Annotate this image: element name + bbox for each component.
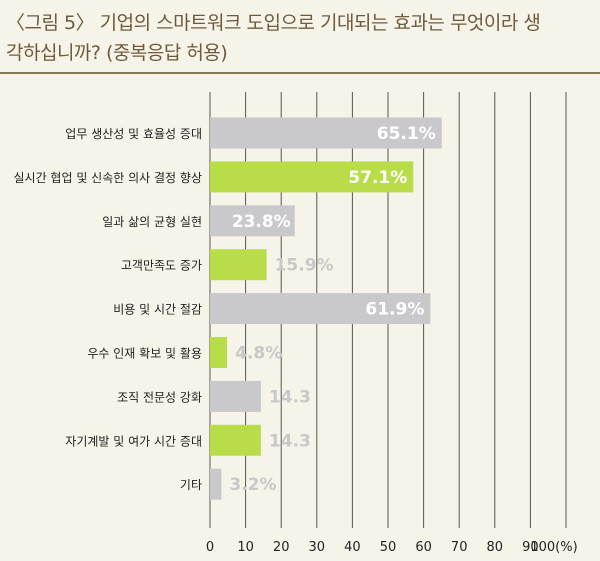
- x-tick-label: 0: [206, 540, 214, 555]
- bar: [210, 380, 261, 412]
- x-tick-label: 10: [237, 540, 254, 555]
- bar: [210, 293, 431, 325]
- value-label: 14.3: [269, 387, 311, 407]
- category-label: 실시간 협업 및 신속한 의사 결정 향상: [14, 171, 203, 185]
- bar: [210, 337, 228, 368]
- x-tick-label: 90: [522, 540, 539, 555]
- category-label: 일과 삶의 균형 실현: [102, 215, 202, 229]
- x-tick-label: 40: [344, 540, 361, 555]
- bar: [210, 424, 261, 456]
- value-label: 57.1%: [348, 168, 407, 188]
- category-label: 자기계발 및 여가 시간 증대: [65, 434, 202, 448]
- category-label: 우수 인재 확보 및 활용: [87, 347, 202, 361]
- bar: [210, 249, 267, 281]
- chart-title: 〈그림 5〉 기업의 스마트워크 도입으로 기대되는 효과는 무엇이라 생 각하…: [0, 0, 600, 74]
- x-tick-label: 50: [380, 540, 397, 555]
- title-divider: [0, 72, 600, 74]
- bar: [210, 161, 414, 193]
- x-tick-label: 30: [309, 540, 326, 555]
- category-label: 기타: [180, 478, 202, 492]
- value-label: 15.9%: [275, 256, 334, 276]
- value-label: 4.8%: [235, 344, 282, 364]
- value-label: 14.3: [269, 431, 311, 451]
- bar: [210, 468, 222, 500]
- chart-title-line-1: 〈그림 5〉 기업의 스마트워크 도입으로 기대되는 효과는 무엇이라 생: [6, 12, 541, 34]
- value-label: 23.8%: [232, 212, 291, 232]
- chart-title-line-2: 각하십니까? (중복응답 허용): [6, 42, 228, 64]
- value-label: 65.1%: [377, 124, 436, 144]
- value-label: 61.9%: [365, 300, 424, 320]
- value-label: 3.2%: [229, 475, 276, 495]
- category-label: 비용 및 시간 절감: [113, 303, 202, 317]
- x-tick-label: 60: [415, 540, 432, 555]
- category-label: 고객만족도 증가: [121, 259, 202, 273]
- x-tick-label: 70: [451, 540, 468, 555]
- x-tick-label: 100(%): [530, 540, 577, 555]
- category-label: 업무 생산성 및 효율성 증대: [65, 127, 202, 141]
- x-tick-label: 80: [487, 540, 504, 555]
- bar: [210, 117, 442, 149]
- category-label: 조직 전문성 강화: [117, 390, 202, 404]
- x-tick-label: 20: [273, 540, 290, 555]
- bar: [210, 205, 295, 237]
